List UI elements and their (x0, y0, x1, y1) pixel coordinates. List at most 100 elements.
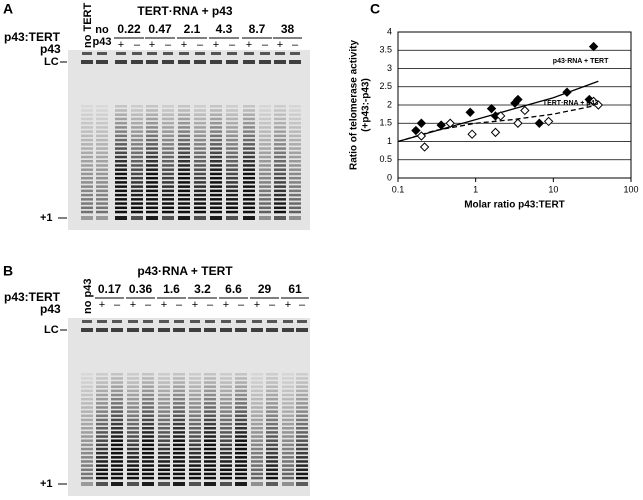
band (178, 143, 190, 146)
band (220, 472, 232, 476)
band (274, 176, 286, 180)
lc-band (204, 328, 216, 332)
band (189, 451, 201, 455)
band (282, 393, 294, 397)
band (127, 402, 139, 405)
band (210, 160, 222, 163)
band (173, 393, 185, 397)
band (115, 113, 127, 116)
band (243, 185, 255, 188)
band (189, 443, 201, 447)
lc-band (259, 60, 271, 64)
band (210, 198, 222, 201)
band (274, 185, 286, 188)
band (189, 414, 201, 418)
band (251, 427, 263, 430)
band (115, 164, 127, 167)
band (162, 176, 174, 180)
band (111, 472, 123, 476)
ratio-label: 6.6 (225, 282, 242, 296)
band (127, 414, 139, 418)
y-tick-label: 1 (387, 136, 392, 146)
band (127, 464, 139, 467)
band (220, 381, 232, 384)
band (235, 397, 247, 401)
band (173, 464, 185, 467)
band (111, 476, 123, 480)
band (259, 134, 271, 138)
band (189, 393, 201, 397)
band (220, 397, 232, 401)
band (266, 422, 278, 426)
band (296, 443, 308, 447)
band (115, 109, 127, 112)
band (204, 431, 216, 434)
band (127, 397, 139, 401)
band (173, 377, 185, 380)
band (274, 134, 286, 138)
band (115, 198, 127, 201)
band (96, 202, 108, 205)
point (411, 125, 421, 136)
point (543, 116, 554, 127)
band (259, 198, 271, 201)
band (173, 402, 185, 405)
band (96, 130, 108, 133)
band (204, 476, 216, 480)
well (283, 320, 293, 323)
band (220, 410, 232, 413)
band (81, 134, 93, 138)
lane-label: no (95, 24, 109, 36)
band (127, 406, 139, 409)
band (115, 147, 127, 150)
band (194, 164, 206, 167)
band (81, 435, 93, 438)
well (252, 320, 262, 323)
band (226, 210, 238, 214)
sign: – (207, 299, 214, 311)
band (204, 435, 216, 438)
band (204, 468, 216, 472)
band (173, 447, 185, 451)
band (96, 151, 108, 155)
band (178, 105, 190, 108)
band (96, 189, 108, 193)
well (116, 52, 126, 55)
band (127, 443, 139, 447)
band (210, 151, 222, 155)
lc-band (189, 328, 201, 332)
band (204, 460, 216, 463)
band (210, 216, 222, 220)
band (274, 138, 286, 142)
band (142, 431, 154, 434)
band (259, 143, 271, 146)
ratio-label: 2.1 (184, 22, 201, 36)
band (251, 397, 263, 401)
ratio-label: 1.6 (163, 282, 180, 296)
well (112, 320, 122, 323)
band (142, 460, 154, 463)
band (226, 216, 238, 220)
band (235, 427, 247, 430)
band (111, 414, 123, 418)
band (142, 377, 154, 380)
band (81, 109, 93, 112)
band (115, 189, 127, 193)
band (127, 439, 139, 442)
band (289, 113, 301, 116)
band (131, 202, 143, 205)
band (81, 402, 93, 405)
row-label: p43:TERT (4, 30, 61, 44)
band (96, 193, 108, 197)
band (189, 468, 201, 472)
band (194, 130, 206, 133)
lc-band (178, 60, 190, 64)
lc-band (243, 60, 255, 64)
band (142, 414, 154, 418)
band (111, 406, 123, 409)
band (81, 126, 93, 129)
band (220, 393, 232, 397)
band (173, 451, 185, 455)
y-tick-label: 0.5 (379, 154, 392, 164)
band (266, 402, 278, 405)
